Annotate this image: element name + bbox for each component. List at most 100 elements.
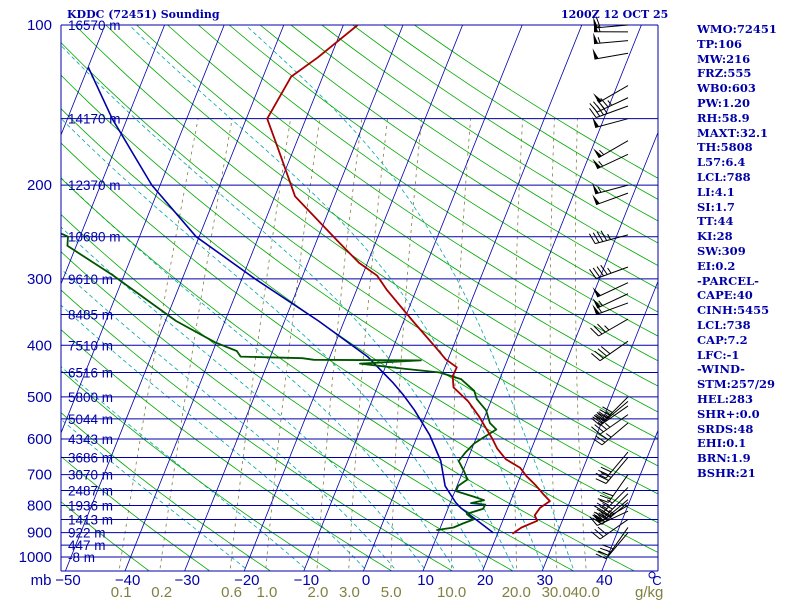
parcel-trace [87,66,494,534]
sounding-time: 1200Z 12 OCT 25 [561,8,669,21]
barb-full [600,230,608,241]
mixing-ratio-line [549,118,558,569]
barb-half [607,100,613,106]
barb-flag [594,20,598,32]
barb-half [597,37,601,44]
mixing-ratio-label: 0.6 [221,584,242,600]
wind-barb [591,340,629,362]
wind-barb [590,318,629,337]
mixing-ratio-label: 40.0 [571,584,600,600]
index-row: TP:106 [697,36,743,51]
barb-full [590,327,599,337]
index-row: TT:44 [697,214,734,229]
barb-full [594,424,604,433]
wind-barb [593,140,629,159]
wind-barb [592,293,629,309]
height-label: 14170 m [68,112,121,127]
barb-full [602,406,613,413]
height-label: 6516 m [68,366,113,381]
dry-adiabat-line [61,108,658,524]
pressure-tick-label: 700 [27,467,52,484]
mixing-ratio-line [119,118,199,569]
index-row: TH:5808 [697,140,753,155]
temperature-tick-label: −50 [55,572,80,589]
barb-full [599,499,610,507]
wind-barb [589,510,629,526]
index-row: BSHR:21 [697,465,756,480]
pressure-tick-label: 1000 [19,549,52,566]
barb-staff [596,282,629,298]
height-label: 922 m [68,526,106,541]
pressure-unit-label: mb [31,572,52,589]
index-row: BRN:1.9 [697,451,751,466]
index-row: SHR+:0.0 [697,406,760,421]
isotherm-line [362,25,583,571]
barb-full [596,411,608,419]
index-row: EHI:0.1 [697,436,747,451]
barb-half [598,25,601,32]
barb-half [598,160,603,167]
barb-full [592,416,603,424]
height-label: 10680 m [68,230,121,245]
isotherm-line [61,25,106,137]
moist-adiabat-line [61,117,485,569]
temperature-tick-label: −20 [234,572,259,589]
barb-flag [592,194,600,205]
wind-barb [589,264,629,280]
barb-staff [598,85,629,104]
index-row: SRDS:48 [697,421,754,436]
index-row: RH:58.9 [697,110,750,125]
mixing-ratio-label: 5.0 [381,584,402,600]
barb-full [602,491,614,497]
index-row: CAP:7.2 [697,332,748,347]
moist-adiabat-line [61,304,365,569]
isotherm-line [0,1,55,579]
barb-staff [596,510,629,526]
temperature-tick-label: 10 [417,572,434,589]
barb-full [591,353,601,362]
index-row: LCL:788 [697,169,751,184]
temperature-line [266,25,551,535]
barb-full [591,531,601,540]
barb-staff [596,293,629,309]
wind-barb [592,422,629,446]
barb-full [602,503,613,510]
barb-full [592,232,600,243]
barb-full [591,426,601,435]
barb-staff [598,505,629,523]
height-label: 3686 m [68,451,113,466]
barb-full [593,325,603,335]
wind-barb [592,48,629,60]
barb-full [597,421,608,430]
barb-full [600,466,612,473]
barb-half [607,233,612,240]
barb-flag [592,304,600,315]
index-row: L57:6.4 [697,155,746,170]
barb-staff [605,532,629,560]
barb-full [600,264,608,275]
barb-full [592,437,603,446]
isotherm-line [61,25,166,286]
wind-barb [591,414,629,435]
barb-full [600,511,609,521]
wind-barb [593,20,629,33]
dry-adiabat-line [105,25,658,413]
dry-adiabat-line [61,412,272,571]
barb-staff [605,451,629,479]
wind-barb [592,116,629,128]
mixing-ratio-label: 0.2 [151,584,172,600]
barb-half [604,414,611,419]
wind-barb [589,103,629,119]
barb-full [597,498,609,503]
barb-staff [601,422,629,446]
barb-staff [595,234,629,245]
barb-staff [599,519,629,540]
barb-full [602,544,614,550]
index-row: SW:309 [697,243,746,258]
pressure-tick-label: 800 [27,497,52,514]
barb-flag [592,287,601,297]
index-row: SI:1.7 [697,199,735,214]
barb-staff [595,192,629,206]
